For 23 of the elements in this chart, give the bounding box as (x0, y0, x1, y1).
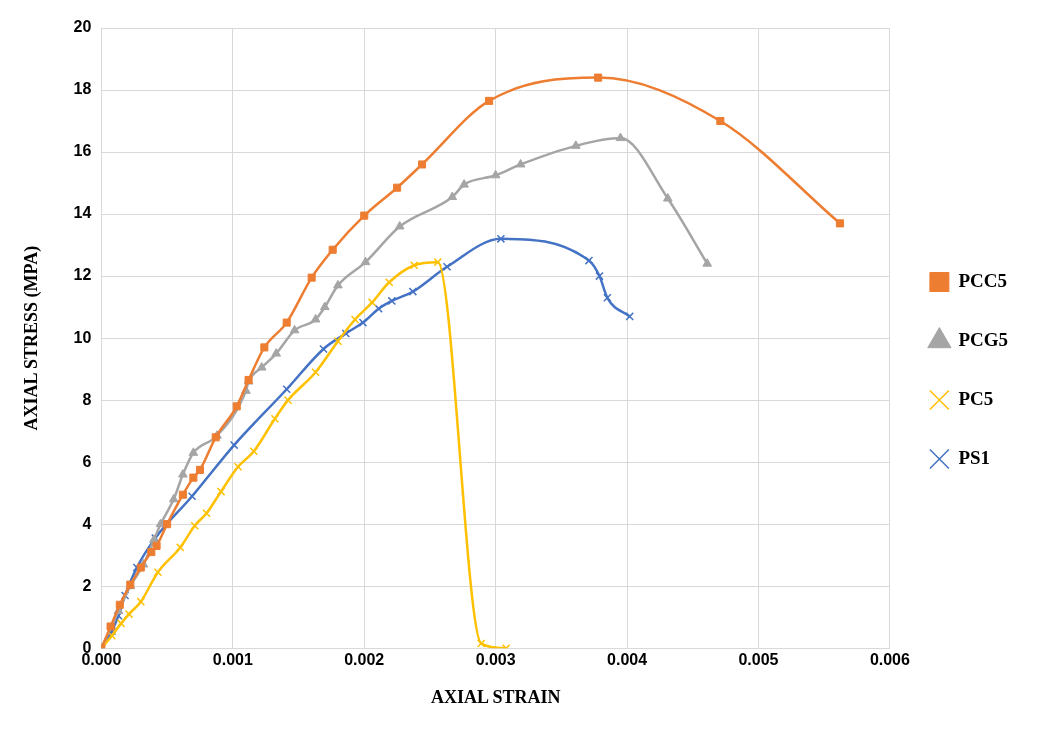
y-tick-label: 12 (73, 266, 92, 284)
legend-label: PC5 (958, 387, 994, 409)
legend-label: PCC5 (958, 269, 1007, 291)
y-tick-label: 8 (82, 390, 92, 408)
y-tick-label: 18 (73, 80, 92, 98)
x-tick-label: 0.000 (81, 651, 122, 669)
x-tick-label: 0.005 (738, 651, 779, 669)
x-tick-label: 0.002 (344, 651, 385, 669)
legend-label: PCG5 (958, 328, 1008, 350)
x-tick-label: 0.006 (869, 651, 911, 669)
y-tick-label: 14 (73, 204, 92, 222)
y-tick-label: 4 (82, 514, 92, 532)
x-tick-label: 0.004 (607, 651, 648, 669)
y-axis-title: AXIAL STRESS (MPA) (21, 245, 43, 431)
y-tick-label: 6 (82, 452, 92, 470)
y-tick-label: 16 (73, 142, 92, 160)
x-axis-title: AXIAL STRAIN (430, 686, 561, 707)
legend-label: PS1 (958, 446, 991, 468)
y-tick-label: 10 (73, 328, 92, 346)
y-tick-label: 2 (82, 576, 92, 594)
x-tick-label: 0.001 (212, 651, 253, 669)
x-tick-label: 0.003 (475, 651, 516, 669)
y-tick-label: 20 (73, 18, 92, 36)
